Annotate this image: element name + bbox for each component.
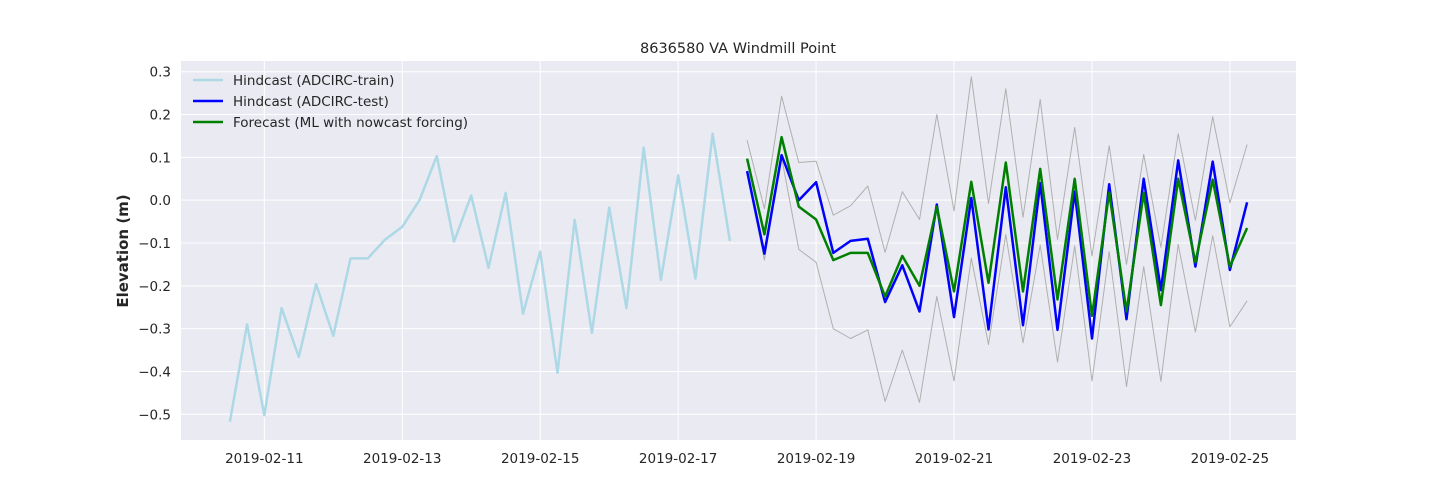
y-tick-label: −0.5 (138, 407, 171, 423)
y-tick-label: 0.1 (150, 150, 171, 166)
y-tick-label: −0.2 (138, 279, 171, 295)
series-line-hindcast-adcirc-test (745, 153, 1249, 340)
x-tick-label: 2019-02-19 (777, 451, 855, 467)
x-tick-label: 2019-02-23 (1053, 451, 1131, 467)
plot-area (181, 61, 1296, 440)
y-tick-label: 0.3 (150, 65, 171, 81)
chart-title: 8636580 VA Windmill Point (640, 41, 836, 57)
envelope-line (746, 156, 1248, 403)
y-axis-label: Elevation (m) (114, 194, 132, 307)
series-line-forecast-ml-with-nowcast-forcing (745, 135, 1249, 318)
x-tick-label: 2019-02-25 (1191, 451, 1269, 467)
legend: Hindcast (ADCIRC-train) Hindcast (ADCIRC-… (193, 73, 468, 131)
y-tick-label: −0.4 (138, 364, 171, 380)
y-tick-label: 0.2 (150, 108, 171, 124)
x-tick-label: 2019-02-15 (501, 451, 579, 467)
envelope-line (746, 76, 1248, 265)
legend-label: Hindcast (ADCIRC-test) (233, 94, 389, 110)
legend-label: Forecast (ML with nowcast forcing) (233, 115, 468, 131)
y-tick-label: −0.1 (138, 236, 171, 252)
x-tick-label: 2019-02-21 (915, 451, 993, 467)
y-axis: −0.5 −0.4 −0.3 −0.2 −0.1 0.0 0.1 0.2 0.3 (138, 65, 171, 424)
x-tick-label: 2019-02-13 (363, 451, 441, 467)
x-axis: 2019-02-11 2019-02-13 2019-02-15 2019-02-17… (225, 451, 1269, 467)
y-tick-label: 0.0 (150, 193, 171, 209)
y-tick-label: −0.3 (138, 322, 171, 338)
grid-lines (181, 61, 1296, 440)
legend-label: Hindcast (ADCIRC-train) (233, 73, 394, 89)
x-tick-label: 2019-02-11 (225, 451, 303, 467)
x-tick-label: 2019-02-17 (639, 451, 717, 467)
series-line-hindcast-adcirc-train (228, 132, 732, 422)
series-group (228, 76, 1249, 422)
